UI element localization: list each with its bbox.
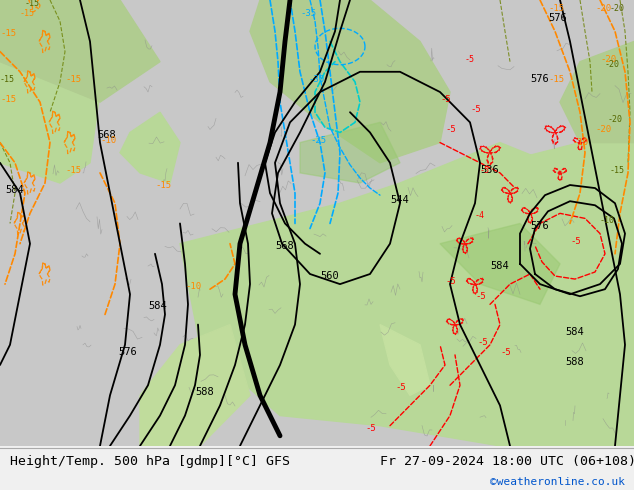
Text: -35: -35: [300, 9, 316, 18]
Text: -15: -15: [20, 9, 35, 18]
Text: -10: -10: [600, 217, 615, 225]
Text: -5: -5: [480, 166, 490, 175]
Text: -15: -15: [548, 4, 564, 13]
Text: -15: -15: [610, 166, 625, 175]
Text: -5: -5: [440, 95, 451, 104]
Text: -10: -10: [572, 138, 588, 147]
Text: -5: -5: [395, 383, 406, 392]
Polygon shape: [0, 0, 634, 446]
Text: -5: -5: [445, 277, 456, 286]
Text: 584: 584: [490, 261, 508, 271]
Text: 568: 568: [275, 241, 294, 251]
Text: ©weatheronline.co.uk: ©weatheronline.co.uk: [490, 477, 625, 487]
Text: -30: -30: [308, 75, 324, 84]
Polygon shape: [300, 122, 400, 183]
Text: 568: 568: [97, 129, 116, 140]
Polygon shape: [140, 324, 250, 446]
Text: -20: -20: [595, 125, 611, 134]
Text: -15: -15: [25, 0, 40, 8]
Text: -5: -5: [445, 125, 456, 134]
Text: 584: 584: [148, 301, 167, 312]
Polygon shape: [250, 0, 450, 163]
Text: 576: 576: [530, 220, 549, 230]
Text: 584: 584: [565, 327, 584, 337]
Text: -15: -15: [548, 75, 564, 84]
Text: -15: -15: [0, 95, 16, 104]
Text: Height/Temp. 500 hPa [gdmp][°C] GFS: Height/Temp. 500 hPa [gdmp][°C] GFS: [10, 455, 290, 468]
Text: -15: -15: [155, 181, 171, 190]
Text: -5: -5: [500, 348, 511, 357]
Text: -15: -15: [0, 75, 15, 84]
Polygon shape: [0, 0, 160, 102]
Text: -10: -10: [100, 136, 116, 145]
Text: -4: -4: [475, 211, 485, 220]
Text: 584: 584: [5, 185, 23, 195]
Text: 576: 576: [548, 13, 567, 23]
Text: -15: -15: [65, 166, 81, 175]
Text: -20: -20: [600, 55, 616, 64]
Text: -5: -5: [470, 105, 481, 114]
Text: 588: 588: [565, 357, 584, 367]
Text: -5: -5: [477, 338, 488, 347]
Text: 576: 576: [118, 347, 137, 357]
Text: -5: -5: [570, 237, 581, 245]
Polygon shape: [480, 132, 634, 324]
Text: -20: -20: [608, 115, 623, 124]
Text: -20: -20: [605, 60, 620, 69]
Text: 544: 544: [390, 195, 409, 205]
Polygon shape: [180, 143, 634, 446]
Polygon shape: [120, 112, 180, 183]
Text: -10: -10: [185, 282, 201, 291]
Text: -5: -5: [475, 293, 486, 301]
Text: -5: -5: [465, 55, 475, 64]
Text: -15: -15: [0, 29, 16, 38]
Text: 560: 560: [320, 271, 339, 281]
Polygon shape: [0, 51, 100, 183]
Polygon shape: [380, 324, 430, 395]
Text: -20: -20: [610, 4, 625, 13]
Text: Fr 27-09-2024 18:00 UTC (06+108): Fr 27-09-2024 18:00 UTC (06+108): [380, 455, 634, 468]
Text: 576: 576: [530, 74, 549, 84]
Text: -25: -25: [310, 136, 326, 145]
Text: -20: -20: [595, 4, 611, 13]
Text: -15: -15: [65, 75, 81, 84]
Text: 536: 536: [480, 165, 499, 175]
Text: -5: -5: [365, 424, 376, 433]
Polygon shape: [440, 223, 560, 304]
Text: 588: 588: [195, 387, 214, 397]
Polygon shape: [560, 42, 634, 143]
